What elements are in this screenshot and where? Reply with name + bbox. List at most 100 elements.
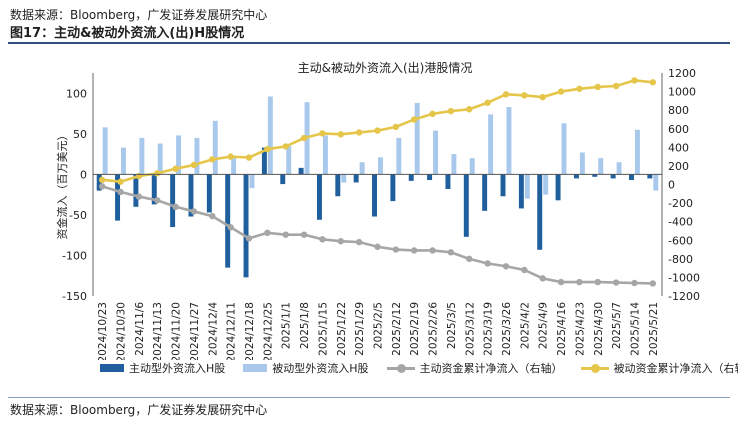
bar-active	[115, 174, 121, 221]
legend-swatch-passive-cum	[580, 363, 609, 373]
bar-active	[133, 174, 139, 207]
point-active-cum	[411, 247, 418, 254]
x-tick-label: 2025/1/15	[317, 302, 329, 356]
legend-swatch-active-bar	[100, 364, 124, 372]
bar-active	[96, 174, 102, 191]
point-passive-cum	[282, 143, 289, 150]
bar-passive	[616, 162, 622, 175]
point-passive-cum	[612, 82, 620, 90]
x-tick-label: 2025/2/5	[373, 302, 385, 349]
point-passive-cum	[576, 85, 583, 92]
x-tick-label: 2025/1/22	[336, 302, 348, 356]
legend-item-active-bar: 主动型外资流入H股	[100, 360, 225, 376]
bar-passive	[176, 135, 182, 175]
x-tick-label: 2025/3/26	[501, 302, 513, 356]
bar-active	[206, 174, 212, 213]
y-axis-label: 资金流入（百万美元）	[55, 130, 69, 240]
bar-passive	[267, 96, 273, 175]
y2-tick-label: -1200	[668, 290, 700, 303]
point-active-cum	[190, 208, 198, 215]
y2-tick-label: -200	[668, 197, 693, 210]
bar-passive	[634, 129, 640, 175]
bar-passive	[451, 154, 457, 175]
bar-active	[610, 174, 616, 179]
x-tick-label: 2024/10/23	[97, 302, 109, 360]
point-active-cum	[576, 278, 583, 286]
bar-passive	[212, 120, 218, 175]
point-active-cum	[466, 255, 473, 263]
y-tick-label: -150	[62, 290, 87, 303]
bar-passive	[433, 130, 439, 175]
x-tick-label: 2025/2/12	[391, 302, 403, 356]
y2-tick-label: -600	[668, 234, 693, 247]
bar-passive	[579, 152, 585, 175]
y2-tick-label: 800	[668, 104, 689, 117]
x-tick-label: 2024/11/13	[152, 302, 164, 360]
point-passive-cum	[631, 77, 638, 84]
bar-passive	[139, 137, 145, 175]
x-tick-label: 2024/10/30	[116, 302, 128, 360]
y2-tick-label: 1200	[668, 67, 696, 80]
bar-passive	[102, 127, 108, 175]
point-active-cum	[374, 243, 381, 250]
bar-passive	[488, 114, 494, 175]
point-active-cum	[521, 266, 528, 274]
bar-passive	[598, 158, 604, 175]
point-active-cum	[557, 278, 565, 286]
bar-passive	[157, 143, 163, 175]
bar-passive	[249, 174, 255, 189]
x-tick-label: 2024/12/11	[226, 302, 238, 360]
bar-active	[280, 174, 286, 185]
point-passive-cum	[374, 127, 381, 134]
source-note-top: 数据来源：Bloomberg，广发证券发展研究中心	[10, 8, 268, 22]
point-passive-cum	[245, 154, 253, 161]
point-passive-cum	[190, 161, 198, 169]
point-active-cum	[612, 279, 620, 286]
bar-passive	[231, 158, 237, 175]
x-tick-label: 2025/1/1	[281, 302, 293, 349]
chart-legend: 主动型外资流入H股 被动型外资流入H股 主动资金累计净流入（右轴） 被动资金累计…	[100, 360, 738, 376]
bar-active	[427, 174, 433, 181]
legend-label-passive-cum: 被动资金累计净流入（右轴）	[613, 362, 738, 375]
bar-active	[482, 174, 488, 211]
x-tick-label: 2025/2/19	[409, 302, 421, 356]
x-tick-label: 2025/4/16	[556, 302, 568, 356]
bar-passive	[378, 157, 383, 175]
line-active-cum	[101, 185, 653, 285]
figure-title: 图17：主动&被动外资流入(出)H股情况	[10, 26, 245, 41]
bar-active	[372, 174, 377, 217]
point-passive-cum	[264, 145, 271, 153]
y2-tick-label: 600	[668, 123, 689, 136]
x-tick-label: 2025/2/26	[428, 302, 440, 356]
bar-active	[261, 147, 267, 175]
flow-chart: 主动&被动外资流入(出)港股情况 -150 -100 -50 0 50 100 -1200 -…	[55, 61, 700, 360]
y2-tick-label: 0	[668, 179, 675, 192]
bar-active	[592, 174, 598, 177]
y2-tick-label: -1000	[668, 271, 700, 284]
point-passive-cum	[649, 79, 657, 86]
x-tick-label: 2025/1/29	[354, 302, 366, 356]
point-active-cum	[319, 236, 326, 243]
point-passive-cum	[429, 110, 436, 118]
point-active-cum	[245, 235, 253, 242]
bar-passive	[341, 174, 347, 183]
point-passive-cum	[319, 130, 326, 137]
bar-active	[225, 174, 231, 268]
legend-swatch-active-cum	[386, 363, 415, 373]
x-tick-label: 2025/5/7	[611, 302, 623, 349]
point-passive-cum	[172, 165, 179, 172]
point-passive-cum	[484, 99, 491, 106]
point-active-cum	[282, 231, 289, 238]
bar-active	[463, 174, 469, 237]
point-active-cum	[227, 224, 234, 231]
point-active-cum	[502, 263, 510, 270]
y2-tick-label: -800	[668, 253, 693, 266]
y-tick-label: 100	[66, 87, 87, 100]
point-passive-cum	[227, 153, 234, 160]
point-active-cum	[392, 246, 400, 253]
x-tick-label: 2024/11/20	[171, 302, 183, 360]
bar-passive	[524, 174, 530, 199]
point-passive-cum	[466, 106, 473, 113]
bar-passive	[506, 107, 512, 175]
legend-item-passive-cum: 被动资金累计净流入（右轴）	[580, 360, 738, 376]
